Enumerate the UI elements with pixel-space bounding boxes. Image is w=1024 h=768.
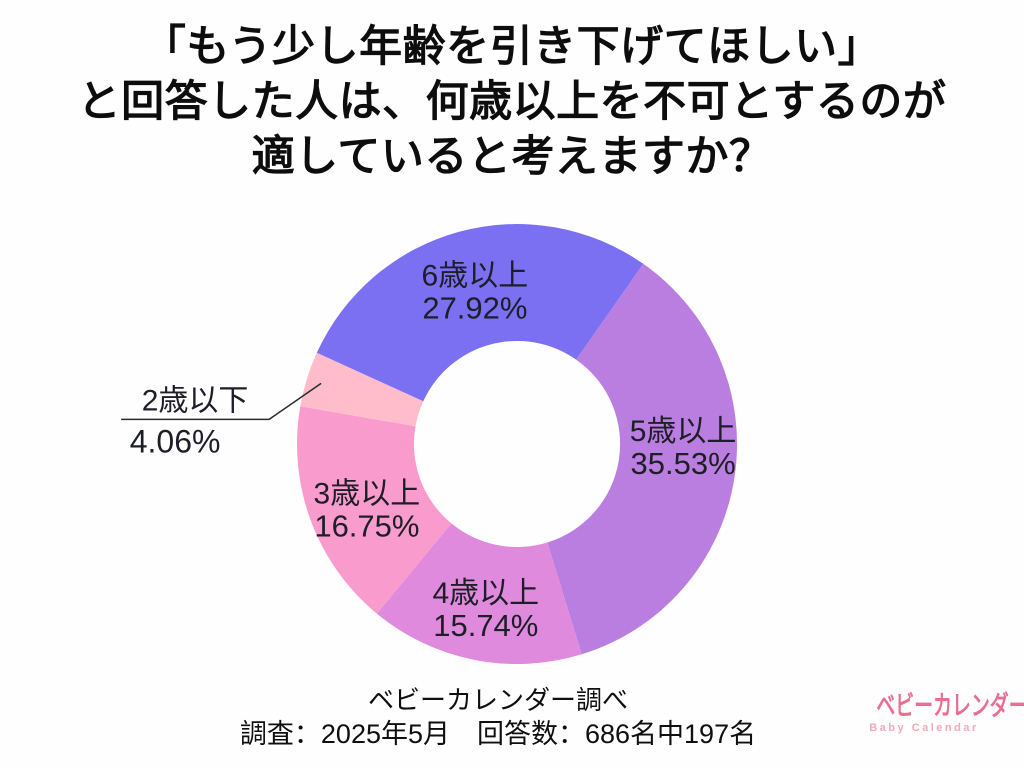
logo-subtitle: Baby Calendar: [869, 722, 979, 734]
donut-segment-4: [316, 224, 644, 402]
logo-wordmark: ベビーカレンダー: [876, 691, 1024, 721]
footer: ベビーカレンダー調べ 調査：2025年5月 回答数：686名中197名: [0, 684, 1010, 751]
survey-details: 調査：2025年5月 回答数：686名中197名: [239, 719, 757, 749]
chart-title-line1: 「もう少し年齢を引き下げてほしい」: [142, 23, 882, 71]
donut-label-2: 3歳以上: [314, 478, 421, 511]
donut-value-2: 16.75%: [314, 509, 419, 544]
chart-title: 「もう少し年齢を引き下げてほしい」 と回答した人は、何歳以上を不可とするのが 適…: [0, 20, 1024, 185]
donut-segment-0: [547, 263, 738, 655]
donut-value-0: 35.53%: [631, 446, 736, 481]
donut-value-1: 15.74%: [433, 608, 538, 643]
donut-label-4: 6歳以上: [422, 260, 529, 293]
survey-source: ベビーカレンダー調べ: [367, 685, 628, 715]
donut-label-3: 2歳以下: [142, 384, 249, 417]
donut-label-0: 5歳以上: [630, 415, 737, 448]
chart-title-line2: と回答した人は、何歳以上を不可とするのが: [77, 78, 947, 126]
donut-segment-3: [300, 352, 424, 427]
baby-calendar-logo: ベビーカレンダー Baby Calendar: [844, 691, 1024, 735]
donut-value-3: 4.06%: [130, 423, 221, 459]
donut-label-1: 4歳以上: [432, 577, 539, 610]
callout-leader-line: [121, 382, 322, 421]
donut-segment-2: [297, 406, 452, 614]
chart-title-line3: 適していると考えますか？: [251, 133, 773, 181]
donut-value-4: 27.92%: [422, 291, 527, 326]
donut-segment-1: [376, 523, 582, 665]
